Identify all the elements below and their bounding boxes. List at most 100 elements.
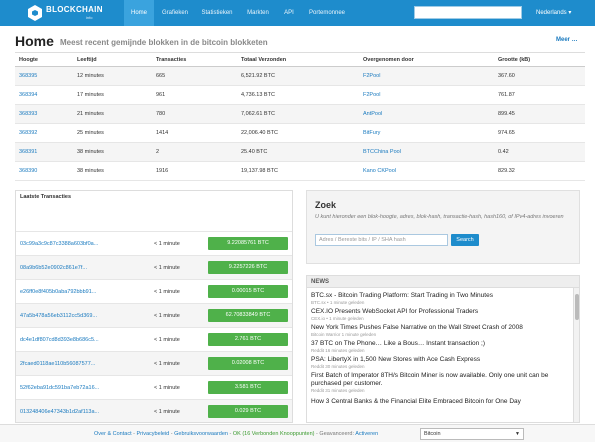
tx-hash-link[interactable]: 52f62eba91dc591ba7eb72a16... bbox=[20, 385, 100, 391]
news-item[interactable]: BTC.sx - Bitcoin Trading Platform: Start… bbox=[311, 292, 569, 306]
table-row: 368390 38 minutes 1916 19,137.98 BTC Kan… bbox=[15, 162, 585, 181]
block-tx-count: 961 bbox=[156, 92, 166, 98]
block-height-link[interactable]: 368394 bbox=[19, 92, 38, 98]
block-tx-count: 665 bbox=[156, 73, 166, 79]
footer-advanced-activate-link[interactable]: Activeren bbox=[355, 431, 379, 437]
table-row: 03c99a3c9c87c3388a603bf0a... < 1 minute … bbox=[16, 231, 292, 255]
block-tx-count: 1916 bbox=[156, 168, 169, 174]
tx-hash-link[interactable]: e26ff0e8f405b0aba792bbb91... bbox=[20, 289, 97, 295]
news-item[interactable]: CEX.IO Presents WebSocket API for Profes… bbox=[311, 308, 569, 322]
block-tx-count: 2 bbox=[156, 149, 160, 155]
block-height-link[interactable]: 368393 bbox=[19, 111, 38, 117]
tx-amount-badge: 9.22085761 BTC bbox=[208, 237, 288, 250]
nav-search-input[interactable] bbox=[414, 6, 522, 19]
block-tx-count: 1414 bbox=[156, 130, 169, 136]
block-relayed-by-link[interactable]: F2Pool bbox=[363, 73, 381, 79]
news-item[interactable]: PSA: LibertyX in 1,500 New Stores with A… bbox=[311, 356, 569, 370]
tx-time: < 1 minute bbox=[154, 409, 180, 415]
block-tx-count: 780 bbox=[156, 111, 166, 117]
tx-hash-link[interactable]: dc4e1df807cd8d393e8b686c5... bbox=[20, 337, 99, 343]
block-size: 367.60 bbox=[498, 73, 515, 79]
language-dropdown[interactable]: Nederlands ▾ bbox=[536, 10, 572, 16]
footer-separator: - bbox=[316, 431, 320, 437]
tx-hash-link[interactable]: 2fcaed0118ae110b56087577... bbox=[20, 361, 96, 367]
more-blocks-link[interactable]: Meer … bbox=[556, 37, 578, 43]
news-meta: Reddit 30 minutes geleden bbox=[311, 364, 365, 369]
block-age: 17 minutes bbox=[77, 92, 104, 98]
table-row: 2fcaed0118ae110b56087577... < 1 minute 0… bbox=[16, 351, 292, 375]
block-size: 829.32 bbox=[498, 168, 515, 174]
footer-status[interactable]: OK (16 Verbonden Knooppunten) bbox=[232, 431, 315, 437]
news-meta: CEX.io • 1 minute geleden bbox=[311, 316, 364, 321]
block-relayed-by-link[interactable]: Kano CKPool bbox=[363, 168, 397, 174]
table-row: 368392 25 minutes 1414 22,006.40 BTC Bit… bbox=[15, 124, 585, 143]
search-description: U kunt hieronder een blok-hoogte, adres,… bbox=[315, 214, 564, 220]
footer-terms-link[interactable]: Gebruiksvoorwaarden bbox=[174, 431, 228, 437]
blockchain-logo[interactable]: BLOCKCHAIN info bbox=[28, 4, 102, 22]
block-height-link[interactable]: 368392 bbox=[19, 130, 38, 136]
news-item[interactable]: How 3 Central Banks & the Financial Elit… bbox=[311, 398, 569, 406]
col-overgenomen-door: Overgenomen door bbox=[363, 57, 414, 63]
nav-grafieken[interactable]: Grafieken bbox=[161, 10, 188, 16]
col-transacties: Transacties bbox=[156, 57, 187, 63]
tx-hash-link[interactable]: 47a5b478a56eb3112cc5d369... bbox=[20, 313, 97, 319]
news-item[interactable]: New York Times Pushes False Narrative on… bbox=[311, 324, 569, 338]
nav-api[interactable]: API bbox=[284, 10, 294, 16]
news-panel: NEWS BTC.sx - Bitcoin Trading Platform: … bbox=[306, 275, 580, 423]
block-total-sent: 19,137.98 BTC bbox=[241, 168, 278, 174]
table-row: 52f62eba91dc591ba7eb72a16... < 1 minute … bbox=[16, 375, 292, 399]
news-item[interactable]: First Batch of Imperator 8TH/s Bitcoin M… bbox=[311, 372, 569, 394]
news-title[interactable]: New York Times Pushes False Narrative on… bbox=[311, 324, 523, 331]
block-height-link[interactable]: 368391 bbox=[19, 149, 38, 155]
news-scrollbar-thumb[interactable] bbox=[575, 294, 579, 320]
tx-hash-link[interactable]: 03c99a3c9c87c3388a603bf0a... bbox=[20, 241, 99, 247]
block-relayed-by-link[interactable]: AntPool bbox=[363, 111, 383, 117]
blockchain-logo-icon bbox=[28, 5, 42, 21]
footer-privacy-link[interactable]: Privacybeleid bbox=[136, 431, 170, 437]
table-row: 368393 21 minutes 780 7,062.61 BTC AntPo… bbox=[15, 105, 585, 124]
tx-time: < 1 minute bbox=[154, 337, 180, 343]
search-input[interactable]: Adres / Bereste bits / IP / SHA hash bbox=[315, 234, 448, 246]
block-height-link[interactable]: 368390 bbox=[19, 168, 38, 174]
block-total-sent: 6,521.92 BTC bbox=[241, 73, 275, 79]
footer-over-contact-link[interactable]: Over & Contact bbox=[94, 431, 132, 437]
tx-time: < 1 minute bbox=[154, 361, 180, 367]
tx-hash-link[interactable]: 08a9b6b52e0902c861e7f... bbox=[20, 265, 87, 271]
nav-markten[interactable]: Markten bbox=[247, 10, 269, 16]
news-title[interactable]: CEX.IO Presents WebSocket API for Profes… bbox=[311, 308, 479, 315]
news-title[interactable]: First Batch of Imperator 8TH/s Bitcoin M… bbox=[311, 372, 549, 387]
block-total-sent: 22,006.40 BTC bbox=[241, 130, 278, 136]
tx-time: < 1 minute bbox=[154, 241, 180, 247]
block-size: 974.65 bbox=[498, 130, 515, 136]
news-title[interactable]: 37 BTC on The Phone… Like a Bous… Instan… bbox=[311, 340, 486, 347]
search-button[interactable]: Search bbox=[451, 234, 479, 246]
search-title: Zoek bbox=[315, 200, 337, 210]
table-row: dc4e1df807cd8d393e8b686c5... < 1 minute … bbox=[16, 327, 292, 351]
table-row: 47a5b478a56eb3112cc5d369... < 1 minute 6… bbox=[16, 303, 292, 327]
block-age: 38 minutes bbox=[77, 168, 104, 174]
nav-home[interactable]: Home bbox=[124, 0, 154, 26]
nav-statistieken[interactable]: Statistieken bbox=[201, 10, 233, 16]
tx-hash-link[interactable]: 013248406e47343b1d2af113a... bbox=[20, 409, 100, 415]
latest-transactions-title: Laatste Transacties bbox=[20, 194, 72, 200]
tx-amount-badge: 3.581 BTC bbox=[208, 381, 288, 394]
news-title[interactable]: How 3 Central Banks & the Financial Elit… bbox=[311, 398, 521, 405]
tx-amount-badge: 0.02008 BTC bbox=[208, 357, 288, 370]
latest-transactions-panel: Laatste Transacties 03c99a3c9c87c3388a60… bbox=[15, 190, 293, 423]
news-title[interactable]: BTC.sx - Bitcoin Trading Platform: Start… bbox=[311, 292, 493, 299]
col-hoogte: Hoogte bbox=[19, 57, 38, 63]
news-item[interactable]: 37 BTC on The Phone… Like a Bous… Instan… bbox=[311, 340, 569, 354]
footer: Over & Contact - Privacybeleid - Gebruik… bbox=[0, 424, 595, 442]
col-totaal-verzonden: Totaal Verzonden bbox=[241, 57, 287, 63]
footer-separator: - bbox=[170, 431, 175, 437]
block-relayed-by-link[interactable]: BTCChina Pool bbox=[363, 149, 401, 155]
block-age: 21 minutes bbox=[77, 111, 104, 117]
news-scrollbar[interactable] bbox=[573, 288, 579, 422]
nav-portemonnee[interactable]: Portemonnee bbox=[308, 10, 346, 16]
block-relayed-by-link[interactable]: BitFury bbox=[363, 130, 381, 136]
block-relayed-by-link[interactable]: F2Pool bbox=[363, 92, 381, 98]
currency-select[interactable]: Bitcoin ▼ bbox=[420, 428, 524, 440]
tx-amount-badge: 62.70833849 BTC bbox=[208, 309, 288, 322]
news-title[interactable]: PSA: LibertyX in 1,500 New Stores with A… bbox=[311, 356, 481, 363]
block-height-link[interactable]: 368395 bbox=[19, 73, 38, 79]
